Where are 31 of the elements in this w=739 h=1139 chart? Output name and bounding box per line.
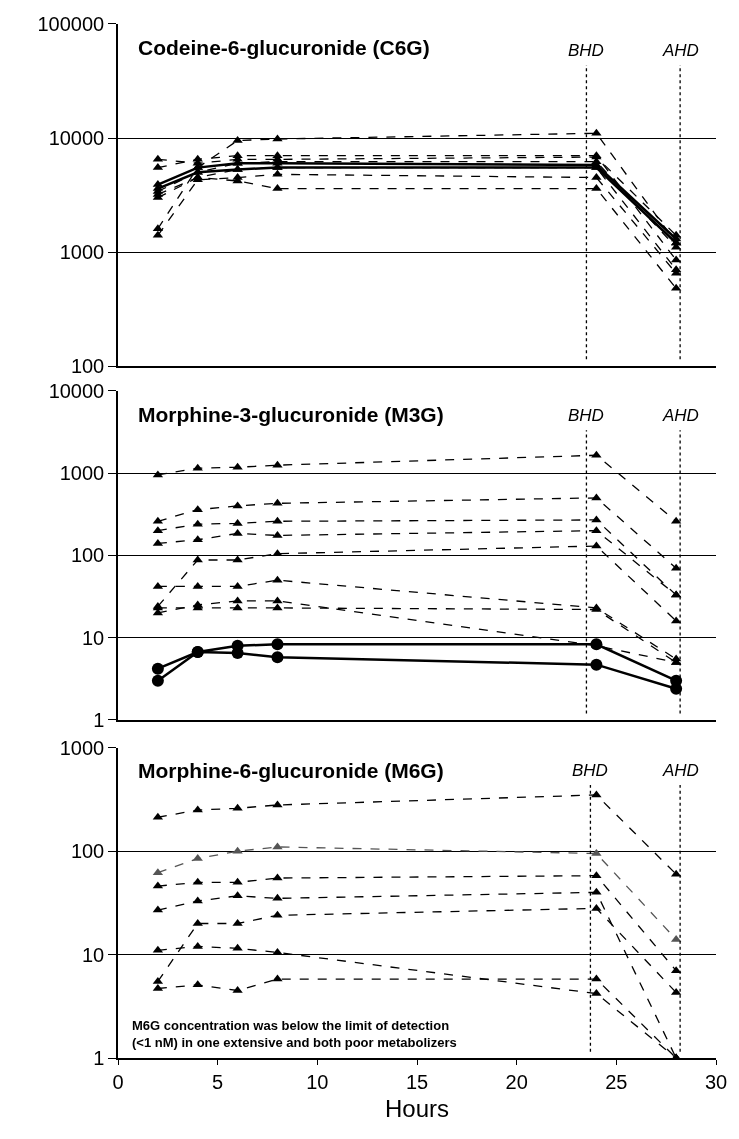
- ref-line-label: AHD: [662, 761, 699, 780]
- annotation: M6G concentration was below the limit of detection (<1 nM) in one extensive and both poor metabolizers: [132, 1018, 457, 1050]
- y-tick-label: 1000: [59, 462, 105, 485]
- y-tick-label: 100: [70, 840, 105, 863]
- y-tick-label: 10000: [48, 127, 105, 149]
- ref-line-label: AHD: [662, 41, 699, 60]
- y-tick-label: 1000: [59, 241, 105, 264]
- x-axis-title: Hours: [384, 1094, 450, 1122]
- y-tick-label: 1: [93, 1047, 105, 1070]
- x-tick-label: 15: [405, 1070, 429, 1093]
- ref-line-label: BHD: [572, 761, 608, 780]
- ref-line-label: BHD: [568, 406, 604, 425]
- text: Codeine-6-glucuronide (C6G): [138, 36, 430, 59]
- text: Morphine-6-glucuronide (M6G): [138, 759, 444, 782]
- ref-line-label: AHD: [662, 406, 699, 425]
- text: Morphine-3-glucuronide (M3G): [138, 403, 444, 426]
- x-tick-label: 30: [704, 1070, 728, 1093]
- y-tick-label: 10000: [48, 379, 105, 402]
- x-tick-label: 0: [112, 1070, 124, 1093]
- x-tick-label: 20: [505, 1070, 528, 1093]
- x-tick-label: 25: [605, 1070, 628, 1093]
- y-tick-label: 100: [70, 355, 105, 378]
- x-tick-label: 10: [306, 1070, 329, 1093]
- y-tick-label: 10: [82, 626, 105, 649]
- y-tick-label: 100000: [37, 12, 105, 35]
- y-tick-label: 10: [82, 943, 105, 966]
- y-tick-label: 1000: [59, 736, 105, 759]
- x-tick-label: 5: [212, 1070, 224, 1093]
- y-tick-label: 100: [70, 544, 105, 567]
- ref-line-label: BHD: [568, 41, 604, 60]
- y-tick-label: 1: [93, 708, 105, 731]
